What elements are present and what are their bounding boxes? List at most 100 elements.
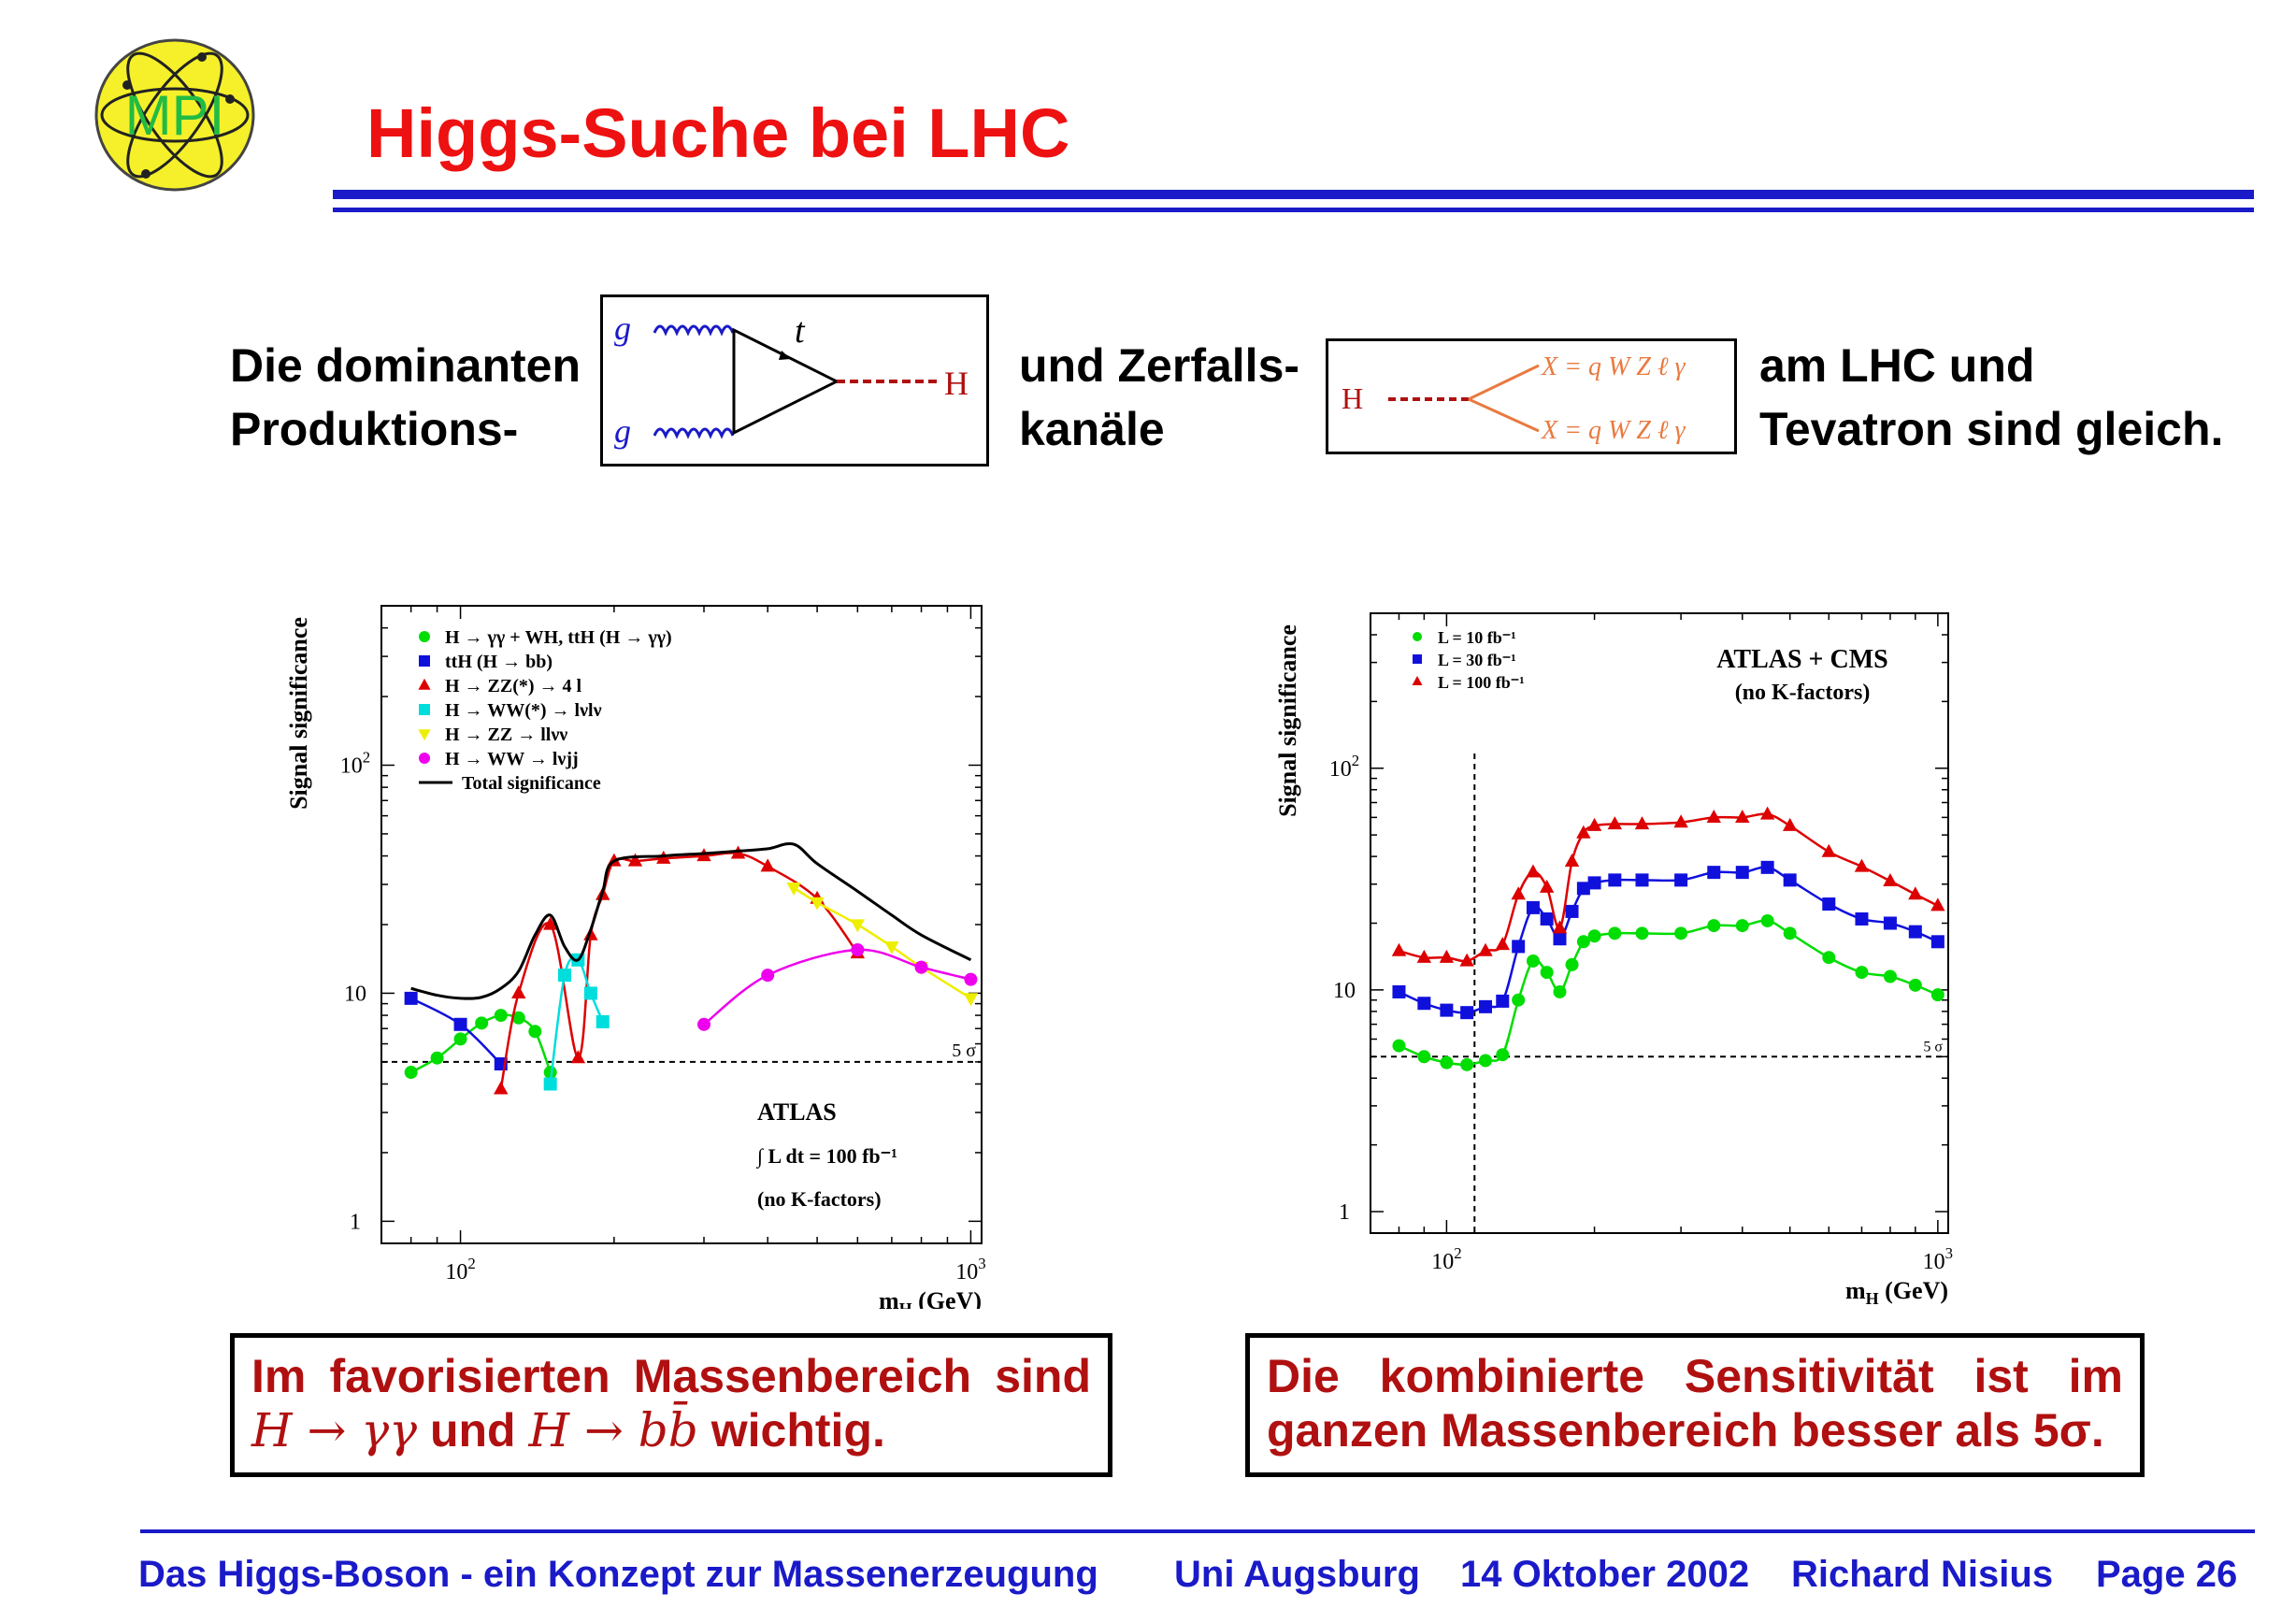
data-point: [1883, 969, 1897, 983]
atom-logo-icon: MPI: [94, 38, 255, 192]
legend-entry: H → WW → lνjj: [445, 749, 579, 769]
legend-entry: H → ZZ(*) → 4 l: [445, 676, 582, 696]
legend-marker: [418, 729, 431, 741]
data-point: [1552, 920, 1568, 934]
legend-entry: H → γγ + WH, ttH (H → γγ): [445, 627, 672, 648]
data-point: [1496, 994, 1510, 1008]
series: [404, 1009, 557, 1080]
data-point: [1607, 816, 1623, 830]
legend-marker: [1413, 632, 1422, 641]
data-point: [543, 1077, 557, 1091]
chart-annotation: ∫ L dt = 100 fb⁻¹: [755, 1144, 897, 1169]
data-point: [761, 969, 775, 983]
data-point: [1783, 926, 1797, 940]
data-point: [494, 1081, 509, 1095]
data-point: [1553, 984, 1567, 998]
data-point: [851, 943, 865, 957]
data-point: [404, 1066, 418, 1080]
data-point: [850, 919, 866, 933]
top-loop-icon: [732, 327, 840, 436]
note-left-sym2: H → bb̄: [528, 1403, 698, 1457]
data-point: [1635, 873, 1649, 887]
higgs-label-production: H: [944, 365, 969, 402]
chart-annotation: ATLAS: [757, 1098, 837, 1126]
data-point: [1576, 882, 1590, 896]
gluon-label-top: g: [614, 309, 631, 347]
x-tick-label: 103: [955, 1255, 985, 1285]
note-left-line2: H → γγ und H → bb̄ wichtig.: [251, 1403, 1091, 1457]
data-point: [1540, 911, 1554, 926]
series-line: [703, 948, 971, 1026]
data-point: [1564, 853, 1580, 867]
data-point: [1674, 926, 1688, 940]
footer-date: 14 Oktober 2002: [1460, 1554, 1750, 1595]
y-tick-label: 10: [344, 982, 366, 1006]
title-rule-thin: [333, 208, 2254, 212]
data-point: [1635, 926, 1649, 940]
legend-marker: [419, 631, 430, 642]
threshold-label: 5 σ: [1923, 1039, 1943, 1055]
data-point: [1855, 966, 1869, 980]
data-point: [1759, 806, 1775, 820]
feynman-decay-diagram: H X = q W Z ℓ γ X = q W Z ℓ γ: [1326, 338, 1737, 454]
data-point: [494, 1009, 508, 1023]
legend-entry: ttH (H → bb): [445, 652, 552, 672]
data-point: [1540, 966, 1554, 980]
series-line: [410, 841, 972, 1000]
plot-frame: [1370, 612, 1949, 1234]
footer-talk-title: Das Higgs-Boson - ein Konzept zur Massen…: [138, 1554, 1098, 1595]
data-point: [963, 993, 979, 1007]
data-point: [430, 1051, 444, 1065]
data-point: [884, 941, 899, 955]
data-point: [404, 991, 418, 1005]
data-point: [1634, 816, 1650, 830]
chart-atlas-significance: 102 103 1 10 102 mH (GeV) Signal significance 5…: [285, 605, 986, 1309]
decay-product-bottom-icon: [1468, 397, 1540, 433]
title-rule: [333, 190, 2254, 199]
data-point: [1512, 993, 1526, 1007]
data-point: [1478, 942, 1493, 956]
note-right-line2: ganzen Massenbereich besser als 5σ.: [1267, 1404, 2104, 1457]
data-point: [1479, 1054, 1493, 1068]
y-tick-label: 10: [1333, 979, 1356, 1003]
y-tick-label: 1: [350, 1210, 361, 1234]
gluon-bottom-icon: [653, 427, 735, 439]
data-point: [1782, 817, 1798, 831]
data-point: [1440, 1055, 1454, 1069]
data-point: [1760, 913, 1774, 927]
chart-atlas-cms-significance: 102 103 1 10 102 mH (GeV) Signal significance 5…: [1274, 612, 1953, 1308]
data-point: [1673, 814, 1688, 828]
data-point: [760, 858, 775, 872]
y-axis-label: Signal significance: [285, 617, 312, 810]
data-point: [1526, 864, 1541, 878]
data-point: [786, 883, 801, 897]
data-point: [964, 972, 978, 986]
data-point: [1821, 843, 1836, 857]
data-point: [1460, 1057, 1474, 1071]
data-point: [453, 1017, 467, 1031]
data-point: [570, 1050, 586, 1064]
footer-rule: [140, 1529, 2255, 1533]
y-tick-label: 102: [1329, 752, 1359, 782]
data-point: [1735, 809, 1750, 823]
data-point: [1479, 999, 1493, 1013]
data-point: [1417, 997, 1431, 1011]
data-point: [1855, 911, 1869, 926]
data-point: [1392, 984, 1406, 998]
data-point: [1930, 897, 1945, 911]
data-point: [1930, 935, 1944, 949]
data-point: [475, 1016, 489, 1030]
data-point: [810, 897, 825, 911]
note-left-sym1: H → γγ: [251, 1403, 418, 1457]
legend-marker: [418, 678, 431, 690]
data-point: [557, 969, 571, 983]
data-point: [1908, 978, 1922, 992]
data-point: [1417, 1050, 1431, 1064]
data-point: [1908, 925, 1922, 939]
axis-ticks: [380, 605, 982, 1243]
data-point: [1553, 932, 1567, 946]
legend-marker: [419, 704, 430, 715]
data-point: [1735, 866, 1749, 880]
data-point: [542, 916, 558, 930]
data-point: [697, 1017, 711, 1031]
